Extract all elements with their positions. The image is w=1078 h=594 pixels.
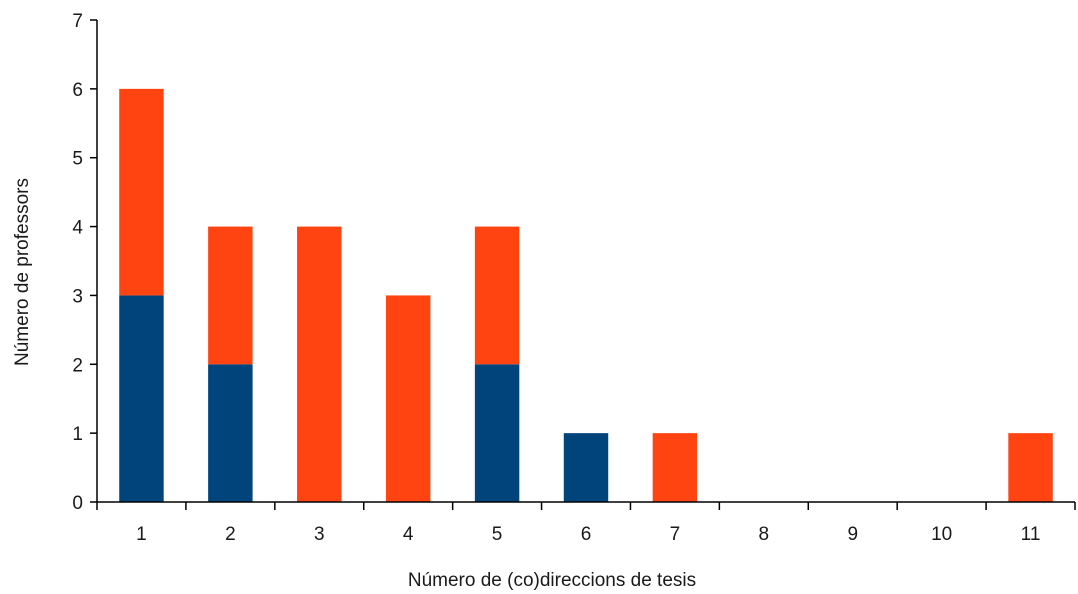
y-tick-label-5: 5 (72, 149, 83, 170)
x-tick-label-10: 10 (931, 524, 952, 545)
bar-seg-3-s2 (297, 226, 342, 503)
bar-seg-1-s1 (119, 295, 164, 502)
y-axis-title: Número de professors (12, 178, 33, 366)
y-ticks-group: 0 1 2 3 4 5 6 7 (72, 11, 97, 514)
x-tick-label-9: 9 (847, 524, 858, 545)
x-tick-label-7: 7 (670, 524, 681, 545)
x-axis-title: Número de (co)direccions de tesis (408, 570, 696, 591)
x-tick-label-5: 5 (492, 524, 503, 545)
bar-seg-2-s1 (208, 364, 253, 502)
bar-seg-5-s1 (474, 364, 520, 502)
x-tick-label-8: 8 (759, 524, 770, 545)
y-tick-label-7: 7 (72, 11, 83, 32)
x-tick-label-1: 1 (136, 524, 147, 545)
y-tick-label-0: 0 (72, 493, 83, 514)
x-tick-label-4: 4 (403, 524, 414, 545)
bar-seg-11-s2 (1008, 433, 1053, 502)
y-tick-label-4: 4 (72, 218, 83, 239)
bar-seg-7-s2 (652, 433, 698, 502)
x-ticks-group: 1 2 3 4 5 6 7 8 9 10 11 (96, 502, 1076, 545)
x-tick-label-11: 11 (1021, 524, 1041, 545)
x-tick-label-3: 3 (314, 524, 325, 545)
bars-group (119, 88, 1053, 503)
y-tick-label-3: 3 (72, 286, 83, 307)
bar-seg-6-s1 (563, 433, 609, 502)
bar-seg-1-s2 (119, 88, 164, 296)
bar-seg-5-s2 (474, 226, 520, 365)
y-tick-label-6: 6 (72, 80, 83, 101)
y-tick-label-2: 2 (72, 355, 83, 376)
bar-seg-2-s2 (208, 226, 253, 365)
bar-seg-4-s2 (385, 295, 431, 502)
x-tick-label-6: 6 (581, 524, 592, 545)
x-tick-label-2: 2 (225, 524, 236, 545)
y-tick-label-1: 1 (72, 424, 83, 445)
